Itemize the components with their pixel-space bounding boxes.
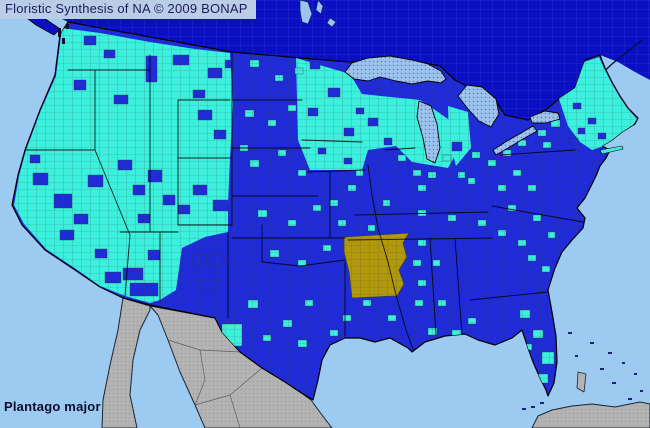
bahamas-islands-cell (634, 373, 637, 375)
lake-winnipeg (299, 0, 313, 25)
florida-keys-cell (522, 408, 526, 410)
bahamas-islands-cell (608, 352, 612, 354)
species-name-label: Plantago major (4, 399, 101, 414)
puget-sound (58, 24, 69, 44)
puget-sound-cell (62, 38, 65, 44)
florida-keys-cell (531, 406, 535, 408)
florida-keys (522, 402, 544, 410)
bahamas-islands-cell (628, 398, 632, 400)
bahamas-islands-cell (568, 332, 572, 334)
lake-of-the-woods (326, 17, 337, 28)
mexico-state-lines (167, 339, 263, 428)
lake-superior (344, 55, 447, 85)
bahamas-islands-cell (640, 390, 643, 392)
lake-michigan (416, 100, 441, 164)
bahamas-islands-cell (622, 362, 625, 364)
bahamas-islands-cell (575, 355, 578, 357)
puget-sound-cell (58, 28, 61, 37)
bahamas-islands-cell (612, 382, 616, 384)
baja-california (101, 297, 151, 428)
lake-erie (492, 125, 538, 156)
cuba (531, 401, 650, 428)
lake-ontario (529, 110, 561, 124)
bahamas-islands (568, 332, 643, 400)
title-bar: Floristic Synthesis of NA © 2009 BONAP (0, 0, 256, 19)
lake-manitoba (315, 0, 324, 15)
puget-sound-cell (66, 24, 69, 29)
bahamas-islands-cell (600, 368, 604, 370)
state-boundaries (24, 51, 584, 353)
andros-island (576, 371, 587, 393)
lake-huron (457, 84, 500, 128)
bahamas-islands-cell (590, 342, 594, 344)
florida-keys-cell (540, 402, 544, 404)
map-title: Floristic Synthesis of NA © 2009 BONAP (5, 1, 248, 16)
